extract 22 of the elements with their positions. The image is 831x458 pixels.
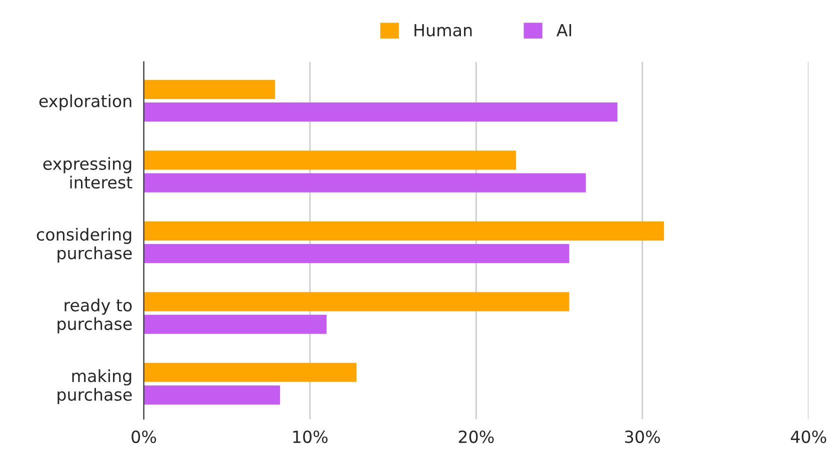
x-tick-label: 10% <box>293 430 328 444</box>
bar <box>144 173 586 192</box>
y-tick-label: ready to purchase <box>58 298 132 334</box>
bar <box>144 292 570 312</box>
bar <box>144 80 276 99</box>
bar <box>144 221 664 240</box>
x-tick-label: 0% <box>132 430 156 444</box>
y-tick-label: considering purchase <box>36 228 132 263</box>
y-tick-label: exploration <box>39 94 132 111</box>
bar <box>144 314 327 334</box>
x-tick-label: 20% <box>458 430 494 444</box>
y-tick-label: expressing interest <box>43 157 132 189</box>
bar <box>144 244 570 264</box>
bar <box>144 102 618 122</box>
y-tick-label: making purchase <box>58 369 132 404</box>
x-tick-label: 40% <box>790 430 826 444</box>
bar <box>144 362 356 382</box>
legend-label: AI <box>556 24 572 36</box>
bar <box>144 385 280 405</box>
legend-label: Human <box>414 24 472 36</box>
x-tick-label: 30% <box>625 430 660 444</box>
bar <box>144 150 516 170</box>
